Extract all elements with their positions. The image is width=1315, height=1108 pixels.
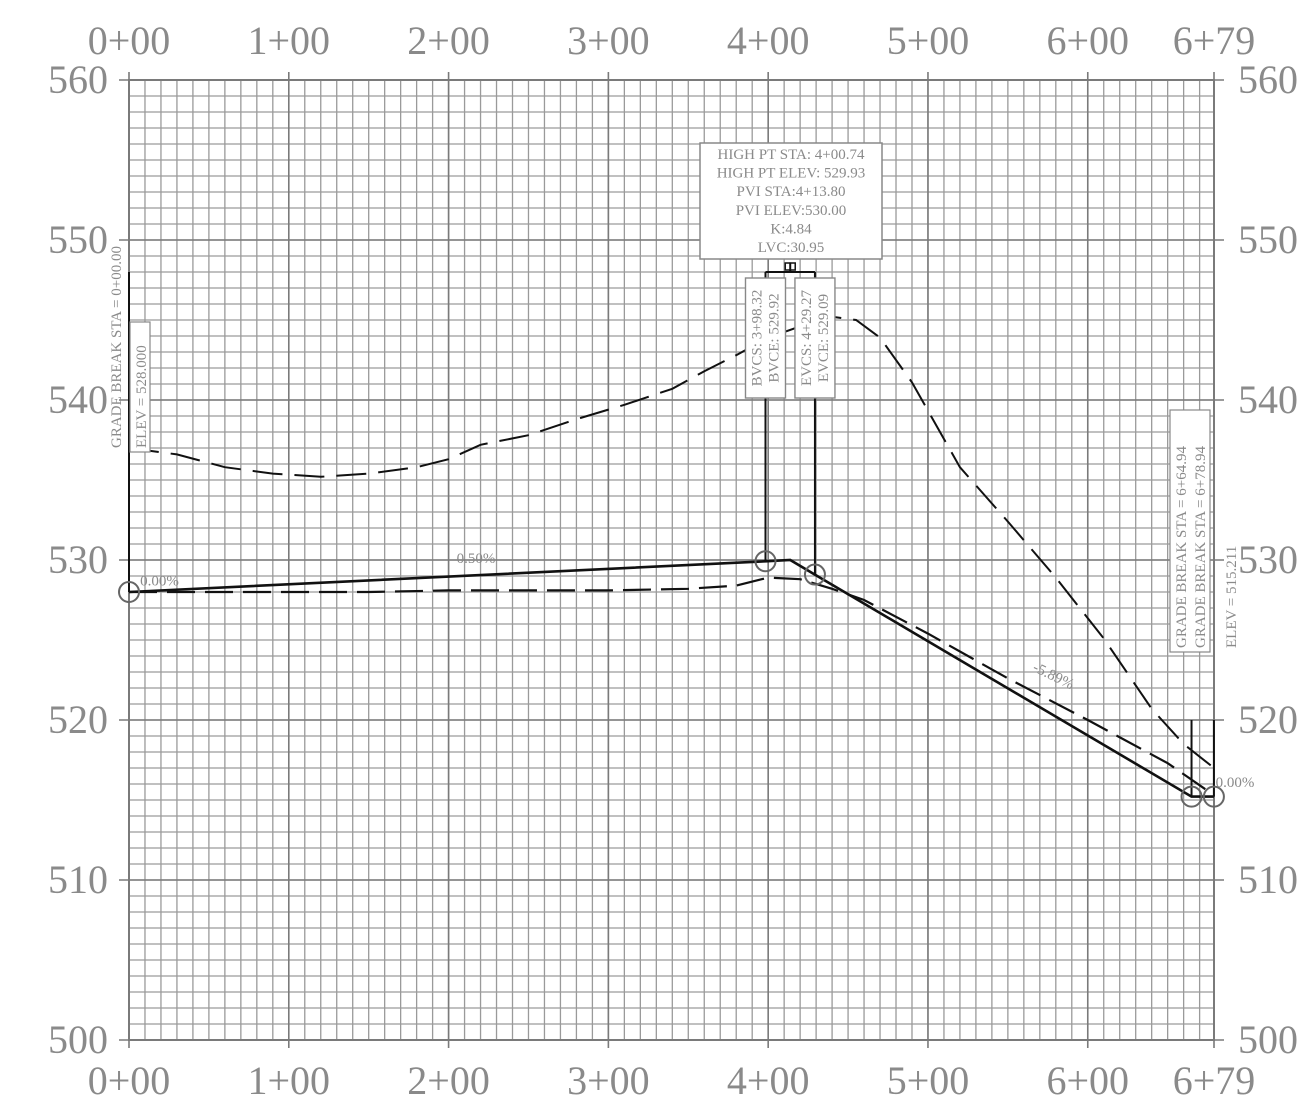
y-tick-label-left: 530 <box>48 537 108 582</box>
vc-info-line: PVI STA:4+13.80 <box>737 184 846 200</box>
vc-info-line: HIGH PT STA: 4+00.74 <box>718 147 865 163</box>
y-tick-label-right: 500 <box>1238 1017 1298 1062</box>
evc-label-line: EVCE: 529.09 <box>816 294 832 382</box>
y-tick-label-left: 500 <box>48 1017 108 1062</box>
evc-label-frame <box>794 277 836 399</box>
y-tick-label-left: 510 <box>48 857 108 902</box>
grade-label: 0.00% <box>1216 775 1255 791</box>
y-tick-label-left: 560 <box>48 57 108 102</box>
x-tick-label-bottom: 1+00 <box>248 1058 331 1103</box>
grade-break-start-elev: ELEV = 528.000 <box>129 321 151 453</box>
x-tick-label-top: 5+00 <box>887 18 970 63</box>
pvi-marker <box>803 563 826 586</box>
bvc-label-line: BVCE: 529.92 <box>766 293 782 382</box>
series-long-dash-line <box>128 315 1215 769</box>
vc-info-line: K:4.84 <box>770 221 812 237</box>
vc-info-box <box>699 142 883 260</box>
y-tick-label-left: 550 <box>48 217 108 262</box>
x-tick-label-bottom: 2+00 <box>407 1058 490 1103</box>
grade-break-start-elev-frame <box>129 321 151 453</box>
pvi-marker <box>118 581 140 603</box>
grade-break-start-line: GRADE BREAK STA = 0+00.00 <box>109 246 125 448</box>
grade-label: 0.00% <box>140 574 179 590</box>
x-tick-label-top: 2+00 <box>407 18 490 63</box>
y-tick-label-right: 530 <box>1238 537 1298 582</box>
grade-break-end-label: GRADE BREAK STA = 6+64.94 GRADE BREAK STA… <box>1169 409 1211 653</box>
bvc-label-line: BVCS: 3+98.32 <box>749 290 765 387</box>
vc-info-line: PVI ELEV:530.00 <box>736 203 847 219</box>
x-tick-label-top: 0+00 <box>88 18 171 63</box>
pvi-marker <box>754 550 777 573</box>
series-solid-line <box>128 558 1214 798</box>
y-tick-label-right: 520 <box>1238 697 1298 742</box>
axes: 0+00 0+00 1+00 1+00 2+00 2+00 3+00 3+00 4+00 4+00… <box>48 18 1298 1103</box>
x-tick-label-bottom: 0+00 <box>88 1058 171 1103</box>
y-tick-label-right: 540 <box>1238 377 1298 422</box>
grade-break-start-label: GRADE BREAK STA = 0+00.00 <box>109 246 125 448</box>
y-tick-label-right: 550 <box>1238 217 1298 262</box>
x-tick-label-top: 6+00 <box>1046 18 1129 63</box>
grade-break-end-line: ELEV = 515.211 <box>1224 546 1240 648</box>
x-tick-label-bottom: 6+79 <box>1173 1058 1256 1103</box>
vc-info-line: LVC:30.95 <box>758 240 825 256</box>
grade-break-start-line: ELEV = 528.000 <box>134 345 150 448</box>
grade-break-end-line: GRADE BREAK STA = 6+78.94 <box>1193 446 1209 648</box>
x-tick-label-bottom: 3+00 <box>567 1058 650 1103</box>
pvi-marker <box>1202 785 1225 808</box>
evc-label: EVCS: 4+29.27 EVCE: 529.09 <box>794 277 836 399</box>
y-tick-label-left: 520 <box>48 697 108 742</box>
x-tick-label-bottom: 6+00 <box>1046 1058 1129 1103</box>
y-tick-label-right: 560 <box>1238 57 1298 102</box>
y-tick-label-right: 510 <box>1238 857 1298 902</box>
grid <box>119 72 1224 1048</box>
pvi-marker <box>1180 785 1203 808</box>
x-tick-label-top: 3+00 <box>567 18 650 63</box>
pvi-marker-box <box>784 262 796 271</box>
series-dashed-line <box>129 576 1215 797</box>
series-layer <box>118 262 1225 808</box>
evc-label-line: EVCS: 4+29.27 <box>799 290 815 386</box>
bvc-label: BVCS: 3+98.32 BVCE: 529.92 <box>744 277 787 399</box>
x-tick-label-top: 1+00 <box>248 18 331 63</box>
grade-break-end-frame <box>1169 409 1211 653</box>
x-tick-label-bottom: 5+00 <box>887 1058 970 1103</box>
x-tick-label-top: 6+79 <box>1173 18 1256 63</box>
grade-label: 0.50% <box>457 551 496 567</box>
grade-break-end-line: GRADE BREAK STA = 6+64.94 <box>1174 446 1190 648</box>
y-tick-label-left: 540 <box>48 377 108 422</box>
x-tick-label-bottom: 4+00 <box>727 1058 810 1103</box>
grade-break-end-elev: ELEV = 515.211 <box>1224 546 1240 648</box>
annotations: 0.00%0.50%-5.89%0.00%HIGH PT STA: 4+00.7… <box>109 142 1255 791</box>
bvc-label-frame <box>744 277 787 399</box>
vc-info-line: HIGH PT ELEV: 529.93 <box>717 166 866 182</box>
x-tick-label-top: 4+00 <box>727 18 810 63</box>
